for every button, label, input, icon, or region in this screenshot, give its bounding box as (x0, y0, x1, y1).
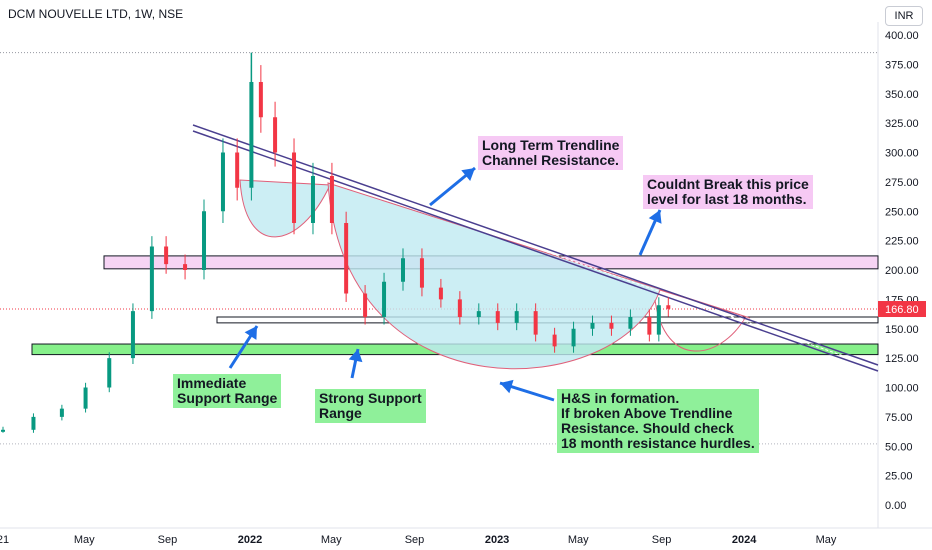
y-tick-label: 75.00 (885, 412, 913, 424)
candle-body (647, 317, 652, 335)
candle-body (514, 311, 519, 323)
candle-body (258, 82, 263, 118)
candle-body (292, 152, 297, 223)
y-tick-label: 100.00 (885, 383, 919, 395)
candle-body (130, 311, 135, 359)
last-price-label: 166.80 (885, 304, 919, 316)
candle-body (220, 152, 225, 212)
annotation-resistance: Couldnt Break this price level for last … (643, 175, 813, 209)
y-tick-label: 300.00 (885, 148, 919, 160)
candle-body (628, 317, 633, 329)
candle-body (495, 311, 500, 323)
x-tick-label: Sep (158, 534, 178, 546)
candle-body (59, 408, 64, 417)
x-tick-label: May (321, 534, 342, 546)
y-tick-label: 25.00 (885, 471, 913, 483)
arrow-immediate-support-head (244, 326, 257, 340)
candle-body (83, 387, 88, 409)
y-tick-label: 50.00 (885, 441, 913, 453)
y-tick-label: 325.00 (885, 118, 919, 130)
candle-body (344, 223, 349, 294)
candle-body (438, 287, 443, 300)
arrow-resistance-head (648, 210, 662, 224)
trendline-upper (192, 124, 879, 366)
candle-body (273, 117, 278, 153)
trendline-dash (192, 127, 879, 369)
head-shape (327, 182, 751, 370)
x-tick-label: May (816, 534, 837, 546)
last-price-badge (878, 301, 926, 318)
candle-body (183, 264, 188, 270)
x-tick-label: May (74, 534, 95, 546)
x-tick-label: 21 (0, 534, 9, 546)
x-tick-label: 2024 (732, 534, 757, 546)
candle-body (656, 305, 661, 335)
y-tick-label: 375.00 (885, 59, 919, 71)
left-shoulder-shape (239, 179, 331, 238)
y-tick-label: 150.00 (885, 324, 919, 336)
annotation-strong-support: Strong Support Range (315, 389, 426, 423)
candle-body (235, 152, 240, 188)
annotation-trendline: Long Term Trendline Channel Resistance. (478, 136, 624, 170)
x-tick-label: May (568, 534, 589, 546)
candle-body (533, 311, 538, 335)
arrow-strong-support-head (348, 349, 363, 363)
candle-body (419, 258, 424, 288)
candle-body (666, 305, 671, 309)
x-tick-label: 2022 (238, 534, 262, 546)
candle-body (609, 322, 614, 329)
candle-body (310, 176, 315, 223)
y-tick-label: 225.00 (885, 236, 919, 248)
annotation-hs: H&S in formation. If broken Above Trendl… (557, 389, 759, 453)
candle-body (31, 416, 36, 430)
x-tick-label: 2023 (485, 534, 509, 546)
candle-body (107, 358, 112, 388)
candle-body (329, 176, 334, 223)
y-tick-label: 400.00 (885, 30, 919, 42)
candle-body (476, 311, 481, 317)
candle-body (590, 322, 595, 329)
y-tick-label: 250.00 (885, 206, 919, 218)
candle-body (382, 281, 387, 317)
candle-body (400, 258, 405, 282)
y-tick-label: 125.00 (885, 353, 919, 365)
candle-body (164, 246, 169, 265)
candle-body (457, 299, 462, 317)
candle-body (552, 334, 557, 347)
currency-label[interactable]: INR (885, 6, 923, 26)
annotation-immediate-support: Immediate Support Range (173, 374, 282, 408)
y-tick-label: 0.00 (885, 500, 906, 512)
y-tick-label: 350.00 (885, 89, 919, 101)
y-tick-label: 275.00 (885, 177, 919, 189)
symbol-title: DCM NOUVELLE LTD, 1W, NSE (8, 7, 184, 21)
x-tick-label: Sep (405, 534, 425, 546)
arrow-trendline-head (461, 168, 475, 182)
candle-body (363, 293, 368, 317)
candle-body (1, 429, 5, 432)
x-tick-label: Sep (652, 534, 672, 546)
y-tick-label: 200.00 (885, 265, 919, 277)
candle-body (202, 211, 207, 270)
arrow-hs-head (500, 379, 514, 394)
candle-body (571, 328, 576, 347)
trendline-lower (192, 130, 879, 372)
candle-body (149, 246, 154, 312)
